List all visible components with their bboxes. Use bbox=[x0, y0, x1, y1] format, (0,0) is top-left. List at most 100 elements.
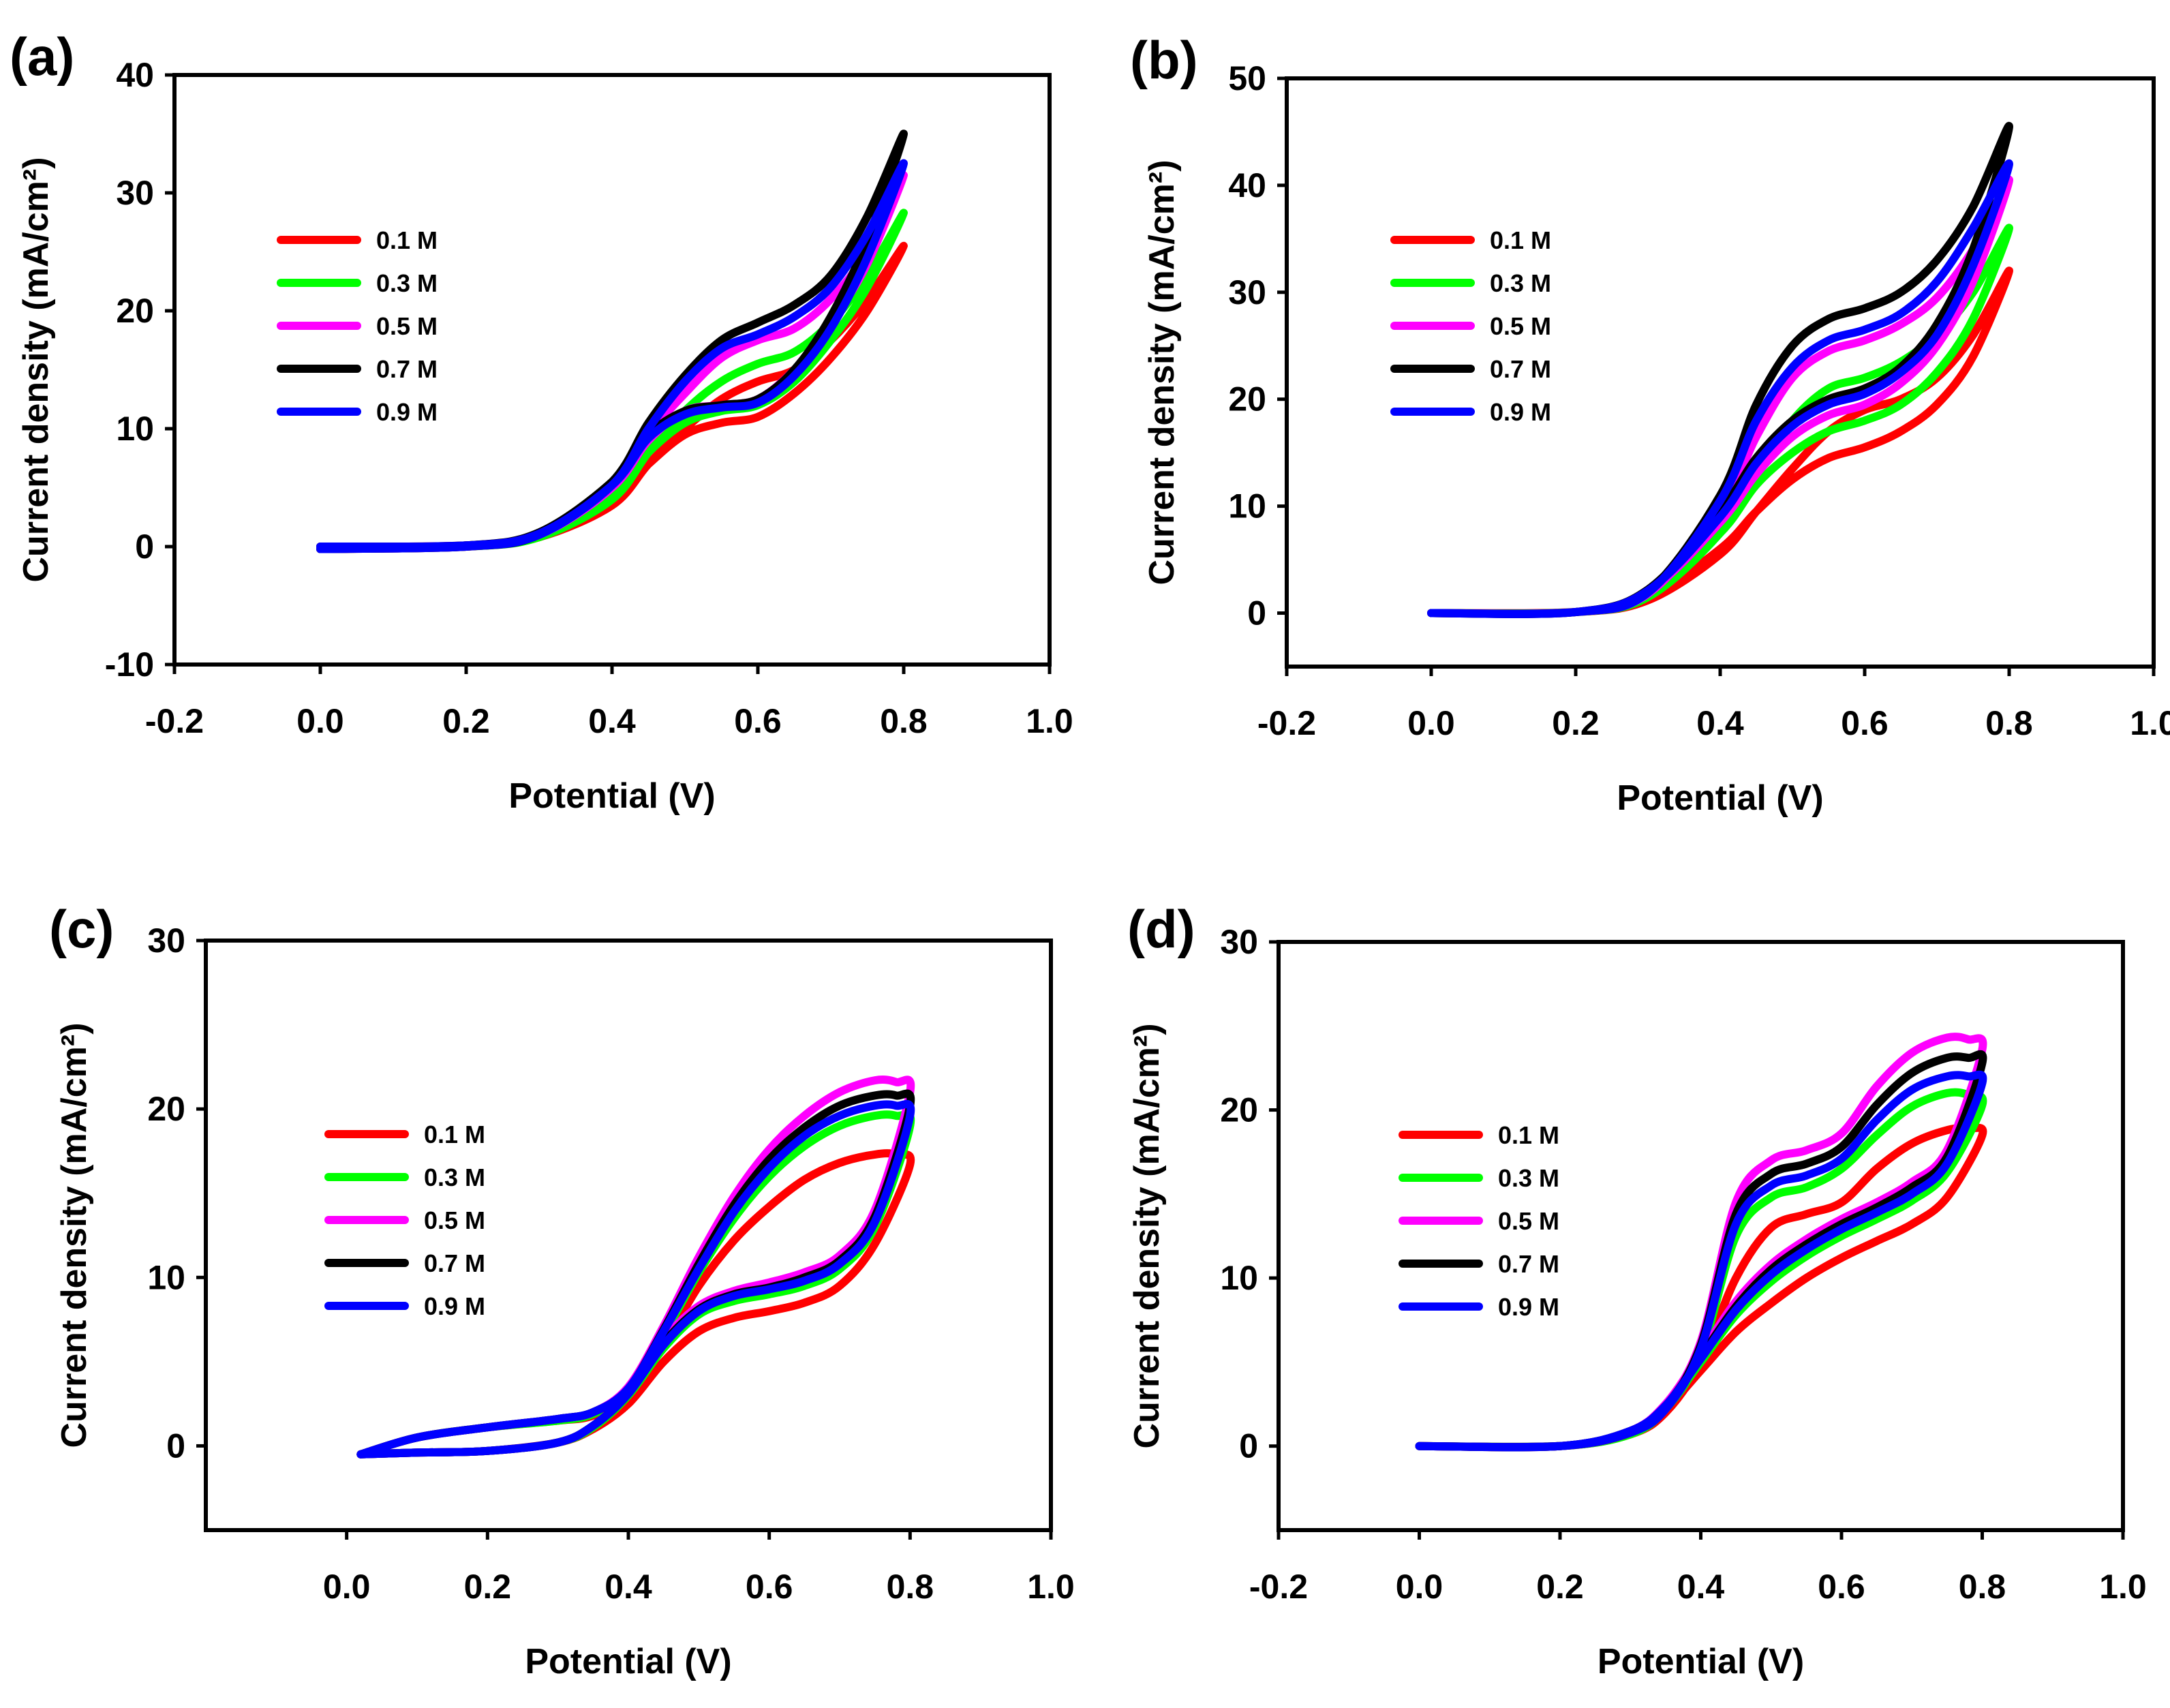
legend: 0.1 M 0.3 M 0.5 M 0.7 M 0.9 M bbox=[1390, 226, 1551, 426]
legend-label: 0.1 M bbox=[424, 1120, 485, 1148]
x-axis-title: Potential (V) bbox=[1617, 778, 1823, 818]
x-tick-label: 0.8 bbox=[887, 1568, 934, 1606]
x-tick-label: 0.6 bbox=[746, 1568, 793, 1606]
x-tick-label: -0.2 bbox=[145, 702, 204, 740]
plot-frame bbox=[1277, 940, 2125, 1532]
series-group bbox=[1415, 1033, 1987, 1452]
y-tick-label: 0 bbox=[166, 1427, 185, 1465]
series-group bbox=[316, 129, 908, 553]
legend-label: 0.7 M bbox=[376, 355, 438, 383]
x-tick-label: 0.0 bbox=[1396, 1568, 1443, 1606]
legend: 0.1 M 0.3 M 0.5 M 0.7 M 0.9 M bbox=[1399, 1121, 1559, 1321]
x-tick-label: 1.0 bbox=[1026, 702, 1073, 740]
y-tick-label: 20 bbox=[116, 292, 154, 330]
x-tick-label: -0.2 bbox=[1257, 704, 1316, 742]
x-tick-label: 0.4 bbox=[1696, 704, 1744, 742]
x-axis-title: Potential (V) bbox=[508, 776, 715, 816]
legend-label: 0.9 M bbox=[424, 1292, 485, 1320]
y-tick-label: 10 bbox=[147, 1258, 185, 1296]
y-tick-label: 0 bbox=[1247, 594, 1266, 632]
x-tick-label: 0.4 bbox=[588, 702, 636, 740]
x-tick-label: 0.4 bbox=[605, 1568, 652, 1606]
series-line bbox=[1427, 224, 2013, 618]
y-tick-label: 30 bbox=[116, 174, 154, 212]
x-tick-label: 0.8 bbox=[1959, 1568, 2006, 1606]
x-tick-label: 0.8 bbox=[1985, 704, 2033, 742]
x-tick-label: 0.8 bbox=[880, 702, 928, 740]
series-line bbox=[1427, 159, 2013, 618]
plot-frame bbox=[204, 939, 1053, 1532]
panel-label: (a) bbox=[10, 27, 74, 87]
x-tick-label: 0.4 bbox=[1677, 1568, 1725, 1606]
x-tick-label: 0.2 bbox=[464, 1568, 512, 1606]
series-line bbox=[1427, 266, 2013, 618]
x-tick-label: 0.2 bbox=[442, 702, 490, 740]
chart-panel-c: (c) 0.0 0.2 0.4 0.6 0.8 1.0 0 10 20 30 Potential (V… bbox=[49, 899, 1075, 1681]
legend-label: 0.9 M bbox=[1490, 398, 1551, 426]
panel-label: (c) bbox=[49, 899, 114, 959]
y-tick-label: -10 bbox=[105, 645, 154, 684]
x-tick-label: 0.6 bbox=[1818, 1568, 1865, 1606]
legend-label: 0.9 M bbox=[376, 398, 438, 426]
x-tick-label: 1.0 bbox=[1027, 1568, 1075, 1606]
y-axis-title: Current density (mA/cm²) bbox=[1142, 159, 1182, 585]
y-tick-label: 20 bbox=[147, 1090, 185, 1128]
x-tick-label: 0.0 bbox=[1407, 704, 1455, 742]
panel-label: (b) bbox=[1130, 30, 1198, 90]
series-line bbox=[316, 159, 908, 553]
legend-label: 0.5 M bbox=[1498, 1207, 1559, 1235]
y-tick-label: 30 bbox=[147, 921, 185, 960]
legend-label: 0.7 M bbox=[1490, 355, 1551, 383]
legend-label: 0.1 M bbox=[376, 226, 438, 254]
series-group bbox=[356, 1076, 915, 1459]
y-axis-title: Current density (mA/cm²) bbox=[16, 157, 56, 582]
x-tick-label: -0.2 bbox=[1249, 1568, 1308, 1606]
legend-label: 0.3 M bbox=[424, 1163, 485, 1191]
y-tick-label: 30 bbox=[1228, 273, 1266, 311]
series-line bbox=[1415, 1070, 1987, 1452]
legend-label: 0.5 M bbox=[424, 1206, 485, 1234]
series-line bbox=[356, 1099, 915, 1459]
y-tick-label: 40 bbox=[116, 56, 154, 94]
y-axis-title: Current density (mA/cm²) bbox=[55, 1022, 94, 1448]
legend-label: 0.3 M bbox=[1498, 1164, 1559, 1192]
chart-panel-d: (d) -0.2 0.0 0.2 0.4 0.6 0.8 1.0 0 10 20 30 Potentia… bbox=[1127, 899, 2147, 1681]
y-tick-label: 20 bbox=[1228, 380, 1266, 418]
y-tick-label: 40 bbox=[1228, 166, 1266, 204]
x-tick-label: 0.2 bbox=[1536, 1568, 1584, 1606]
legend: 0.1 M 0.3 M 0.5 M 0.7 M 0.9 M bbox=[324, 1120, 485, 1320]
x-tick-label: 1.0 bbox=[2099, 1568, 2147, 1606]
chart-panel-b: (b) -0.2 0.0 0.2 0.4 0.6 0.8 1.0 0 10 20 30 40 50 Pote… bbox=[1130, 30, 2170, 818]
legend: 0.1 M 0.3 M 0.5 M 0.7 M 0.9 M bbox=[277, 226, 438, 426]
y-tick-label: 10 bbox=[116, 410, 154, 448]
x-tick-label: 1.0 bbox=[2130, 704, 2170, 742]
panel-label: (d) bbox=[1127, 899, 1195, 959]
legend-label: 0.1 M bbox=[1490, 226, 1551, 254]
chart-panel-a: (a) -0.2 0.0 0.2 0.4 0.6 0.8 1.0 -10 0 10 20 30 40 Pot… bbox=[10, 27, 1073, 816]
legend-label: 0.5 M bbox=[376, 312, 438, 340]
x-axis-title: Potential (V) bbox=[525, 1642, 731, 1681]
legend-label: 0.1 M bbox=[1498, 1121, 1559, 1149]
legend-label: 0.3 M bbox=[376, 269, 438, 297]
legend-label: 0.5 M bbox=[1490, 312, 1551, 340]
x-tick-label: 0.6 bbox=[734, 702, 782, 740]
y-tick-label: 0 bbox=[135, 528, 154, 566]
legend-label: 0.7 M bbox=[1498, 1250, 1559, 1278]
series-group bbox=[1427, 121, 2013, 618]
legend-label: 0.9 M bbox=[1498, 1293, 1559, 1321]
series-line bbox=[316, 209, 908, 553]
y-tick-label: 0 bbox=[1239, 1427, 1258, 1465]
x-axis-title: Potential (V) bbox=[1598, 1642, 1804, 1681]
legend-label: 0.7 M bbox=[424, 1249, 485, 1277]
y-tick-label: 50 bbox=[1228, 59, 1266, 97]
x-tick-label: 0.2 bbox=[1552, 704, 1600, 742]
x-tick-label: 0.0 bbox=[323, 1568, 371, 1606]
x-tick-label: 0.0 bbox=[296, 702, 344, 740]
y-tick-label: 30 bbox=[1220, 923, 1258, 961]
y-axis-title: Current density (mA/cm²) bbox=[1127, 1023, 1167, 1448]
legend-label: 0.3 M bbox=[1490, 269, 1551, 297]
y-tick-label: 20 bbox=[1220, 1091, 1258, 1129]
y-tick-label: 10 bbox=[1220, 1259, 1258, 1297]
x-tick-label: 0.6 bbox=[1841, 704, 1889, 742]
